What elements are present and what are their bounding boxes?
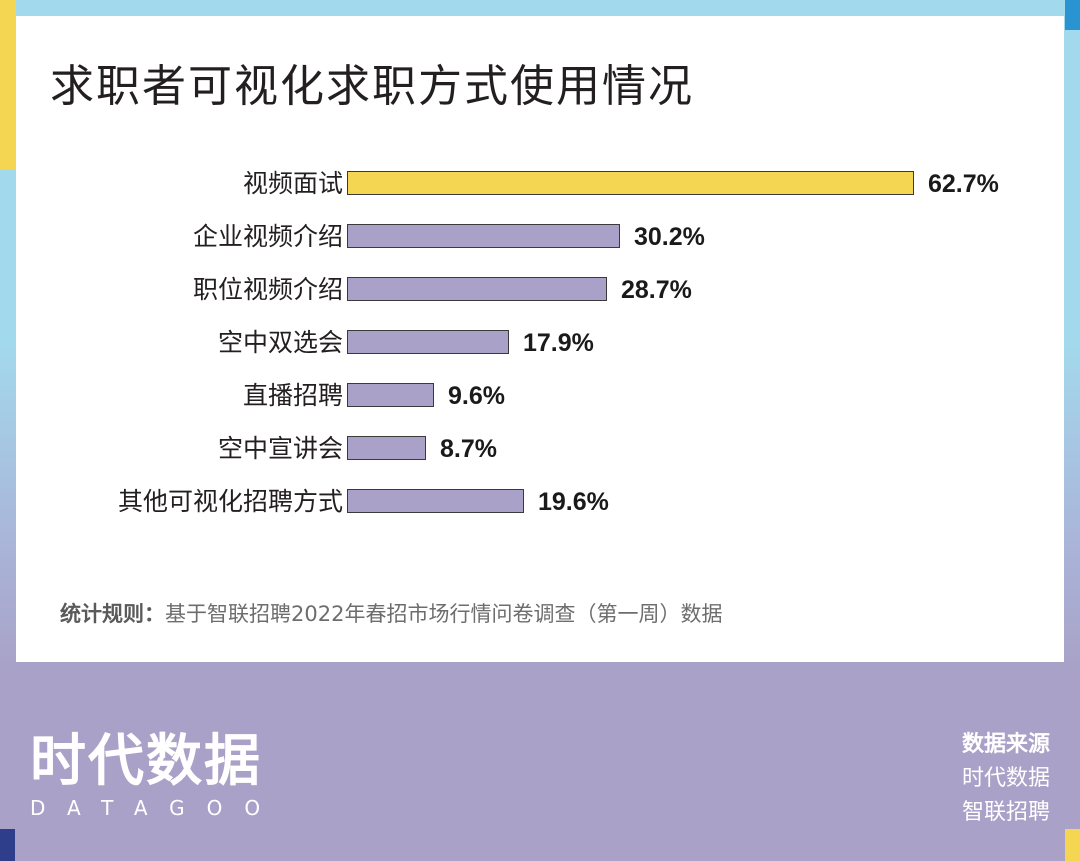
category-label: 视频面试 xyxy=(242,169,343,198)
note-label: 统计规则： xyxy=(60,602,165,626)
category-label: 其他可视化招聘方式 xyxy=(117,487,343,516)
category-label: 职位视频介绍 xyxy=(192,275,343,304)
bar-row: 视频面试 62.7% xyxy=(16,169,1064,199)
left-yellow-stripe xyxy=(0,0,16,170)
bar-row: 企业视频介绍 30.2% xyxy=(16,222,1064,252)
chart-card: 求职者可视化求职方式使用情况 视频面试 62.7% 企业视频介绍 30.2% 职位视频介… xyxy=(16,16,1064,662)
category-label: 企业视频介绍 xyxy=(192,222,343,251)
bar-row: 直播招聘 9.6% xyxy=(16,381,1064,411)
corner-accent-top-right xyxy=(1065,0,1080,30)
value-label: 9.6% xyxy=(448,382,505,410)
corner-accent-bottom-right xyxy=(1065,829,1080,861)
source-title: 数据来源 xyxy=(961,732,1050,757)
category-label: 空中双选会 xyxy=(217,328,343,357)
statistics-note: 统计规则：基于智联招聘2022年春招市场行情问卷调查（第一周）数据 xyxy=(60,598,722,628)
category-label: 空中宣讲会 xyxy=(217,434,343,463)
logo-chinese: 时代数据 xyxy=(30,729,262,794)
corner-accent-bottom-left xyxy=(0,829,15,861)
datagoo-logo: 时代数据 DATAGOO xyxy=(30,729,283,821)
chart-title: 求职者可视化求职方式使用情况 xyxy=(50,61,694,112)
bar-row: 空中宣讲会 8.7% xyxy=(16,434,1064,464)
bar xyxy=(347,436,426,460)
value-label: 17.9% xyxy=(523,329,594,357)
bar-row: 空中双选会 17.9% xyxy=(16,328,1064,358)
value-label: 19.6% xyxy=(538,488,609,516)
value-label: 30.2% xyxy=(634,223,705,251)
value-label: 62.7% xyxy=(928,170,999,198)
bar xyxy=(347,383,434,407)
bar xyxy=(347,224,620,248)
logo-english: DATAGOO xyxy=(30,796,283,820)
bar-row: 其他可视化招聘方式 19.6% xyxy=(16,487,1064,517)
bar-row: 职位视频介绍 28.7% xyxy=(16,275,1064,305)
category-label: 直播招聘 xyxy=(242,381,343,410)
bar xyxy=(347,330,509,354)
data-source: 数据来源 时代数据 智联招聘 xyxy=(962,728,1050,830)
bar xyxy=(347,489,524,513)
note-text: 基于智联招聘2022年春招市场行情问卷调查（第一周）数据 xyxy=(165,602,723,626)
bar xyxy=(347,171,914,195)
bar-chart: 视频面试 62.7% 企业视频介绍 30.2% 职位视频介绍 28.7% 空中双选会 17.9… xyxy=(16,16,1064,662)
source-line: 智联招聘 xyxy=(961,800,1050,825)
source-line: 时代数据 xyxy=(961,766,1050,791)
value-label: 8.7% xyxy=(440,435,497,463)
value-label: 28.7% xyxy=(621,276,692,304)
bar xyxy=(347,277,607,301)
